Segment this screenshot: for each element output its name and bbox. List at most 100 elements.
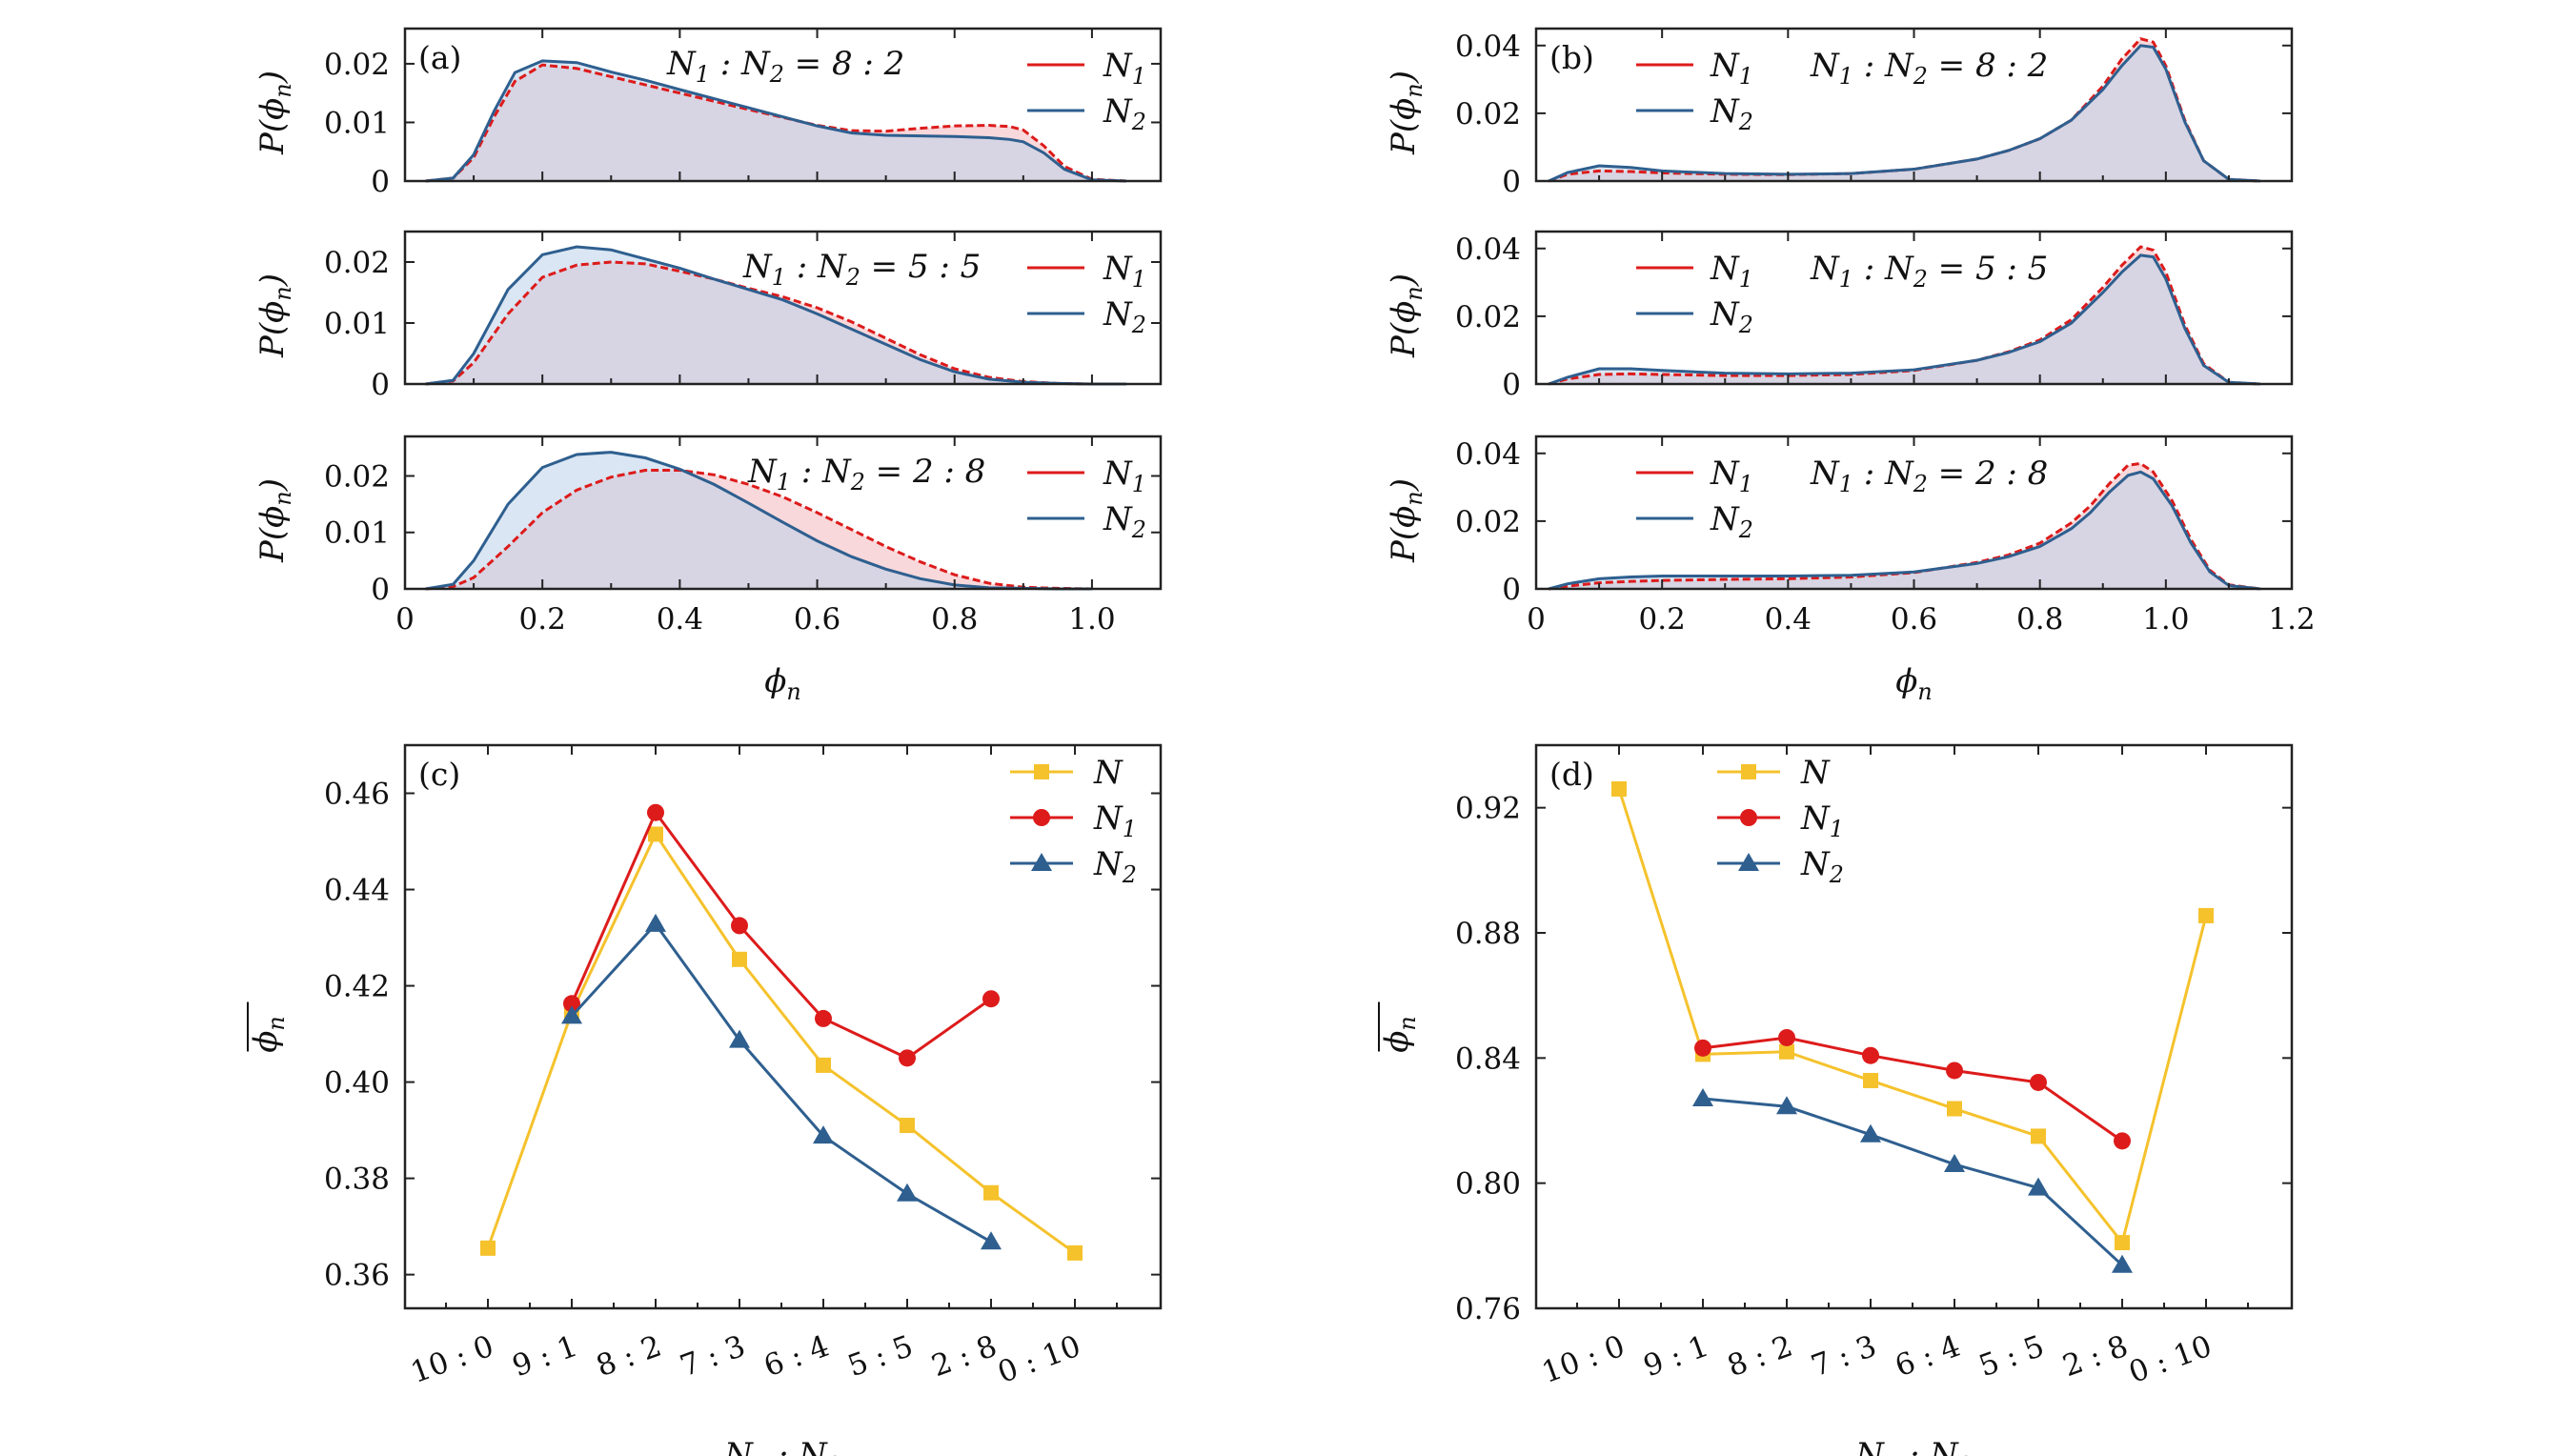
x-tick-label: 0 : 10: [2124, 1329, 2216, 1390]
marker-square: [2031, 1128, 2046, 1144]
marker-circle: [1033, 809, 1050, 826]
marker-circle: [899, 1049, 916, 1067]
annotation: N1​ : N2​ = 2 : 8: [747, 453, 985, 495]
x-tick-label: 7 : 3: [676, 1329, 750, 1385]
marker-square: [1779, 1043, 1794, 1060]
x-tick-label: 0.8: [2016, 602, 2063, 637]
legend-label: N1​: [1710, 47, 1753, 90]
marker-circle: [563, 995, 580, 1013]
y-axis-label: P(ϕn​): [253, 273, 296, 358]
marker-triangle: [2112, 1254, 2133, 1273]
line-n1: [1548, 245, 2261, 386]
subplot-a-2: 0 0.01 0.02 P(ϕn​) N1​N2​ N1​ : N2​ = 5 : 5: [253, 230, 1163, 402]
marker-square: [1741, 764, 1756, 779]
x-tick-label: 8 : 2: [1723, 1329, 1797, 1385]
subplot-b-3: 0 0.2 0.4 0.6 0.8 1.0 1.2 0 0.02 0.04 P(ϕn​) N1​N2​…: [1385, 435, 2316, 637]
y-tick-label: 0.84: [1455, 1041, 1521, 1076]
line-n2: [1548, 44, 2261, 183]
line-n2: [425, 451, 1092, 591]
x-tick-label: 6 : 4: [759, 1329, 834, 1385]
series-line-n: [486, 831, 1076, 1255]
series-line-n2: [570, 921, 992, 1244]
legend-label: N: [1800, 754, 1831, 792]
y-tick-label: 0.40: [324, 1066, 390, 1101]
marker-triangle: [1031, 853, 1052, 871]
y-tick-label: 0.02: [324, 459, 390, 494]
subplot-b-1: 0 0.02 0.04 P(ϕn​) (b) N1​N2​ N1​ : N2​ = 8 : …: [1385, 27, 2294, 199]
x-axis-label: ϕn​: [764, 662, 801, 705]
legend-label: N: [1093, 754, 1124, 792]
y-tick-label: 0: [1502, 165, 1521, 199]
line-n2: [1548, 253, 2261, 386]
y-tick-label: 0: [1502, 573, 1521, 607]
legend-label: N1​: [1710, 250, 1753, 293]
marker-circle: [1862, 1046, 1879, 1064]
y-tick-label: 0.76: [1455, 1292, 1521, 1326]
x-tick-label: 10 : 0: [1537, 1329, 1629, 1390]
x-tick-label: 0.6: [794, 602, 840, 637]
marker-square: [1611, 780, 1627, 797]
marker-circle: [815, 1009, 832, 1027]
panel-label: (d): [1549, 756, 1594, 793]
legend-label: N2​: [1103, 295, 1146, 338]
annotation: N1​ : N2​ = 5 : 5: [742, 248, 981, 291]
area-n2: [1549, 254, 2260, 384]
panel-label: (b): [1549, 39, 1594, 76]
marker-square: [480, 1240, 496, 1256]
x-tick-label: 10 : 0: [406, 1329, 497, 1390]
legend-label: N1​: [1103, 455, 1146, 497]
marker-triangle: [1738, 853, 1759, 871]
x-tick-label: 9 : 1: [1639, 1329, 1713, 1385]
panel-label: (a): [418, 39, 461, 76]
marker-circle: [1740, 809, 1757, 826]
y-axis-label: ϕn​: [247, 1016, 290, 1053]
marker-triangle: [1860, 1123, 1881, 1143]
panel-label: (c): [418, 756, 460, 793]
area-n2: [425, 452, 1092, 589]
y-tick-label: 0.88: [1455, 917, 1521, 951]
x-tick-label: 1.0: [2142, 602, 2189, 637]
legend-label: N2​: [1710, 500, 1753, 543]
x-tick-label: 9 : 1: [508, 1329, 582, 1385]
marker-square: [2198, 907, 2214, 923]
legend-label: N2​: [1710, 295, 1753, 338]
legend-label: N1​: [1800, 799, 1844, 842]
x-tick-label: 1.2: [2268, 602, 2315, 637]
series-line-n1: [1702, 1036, 2123, 1143]
marker-square: [2115, 1235, 2130, 1251]
y-tick-label: 0: [371, 368, 390, 402]
x-tick-label: 0.4: [657, 602, 703, 637]
area-n2: [425, 247, 1126, 384]
series-line-n: [1617, 788, 2208, 1246]
x-tick-label: 2 : 8: [927, 1329, 1002, 1385]
marker-triangle: [561, 1005, 582, 1024]
marker-circle: [1694, 1039, 1711, 1057]
x-tick-label: 0: [395, 602, 415, 637]
y-tick-label: 0.38: [324, 1163, 390, 1197]
y-axis-label: P(ϕn​): [253, 71, 296, 155]
x-tick-label: 1.0: [1068, 602, 1115, 637]
area-n2: [1549, 472, 2260, 589]
x-axis-label: N1​ : N2​: [1854, 1436, 1973, 1456]
line-n2: [425, 59, 1127, 183]
line-n1: [425, 260, 1126, 386]
y-tick-label: 0.01: [324, 307, 390, 341]
marker-triangle: [729, 1029, 750, 1048]
marker-square: [900, 1118, 915, 1134]
x-tick-label: 8 : 2: [592, 1329, 666, 1385]
x-axis-label: ϕn​: [1895, 662, 1933, 705]
marker-circle: [647, 803, 664, 821]
legend-label: N1​: [1103, 47, 1146, 90]
axes-frame: [1534, 743, 2294, 1310]
y-tick-label: 0.46: [324, 778, 390, 812]
x-tick-label: 0.2: [519, 602, 566, 637]
marker-square: [732, 951, 747, 967]
x-tick-label: 0 : 10: [993, 1329, 1084, 1390]
y-tick-label: 0: [371, 165, 390, 199]
legend-label: N2​: [1103, 500, 1146, 543]
x-tick-label: 5 : 5: [1974, 1329, 2049, 1385]
y-tick-label: 0.04: [1455, 233, 1521, 267]
y-tick-label: 0.04: [1455, 437, 1521, 472]
series-line-n2: [1702, 1097, 2124, 1266]
